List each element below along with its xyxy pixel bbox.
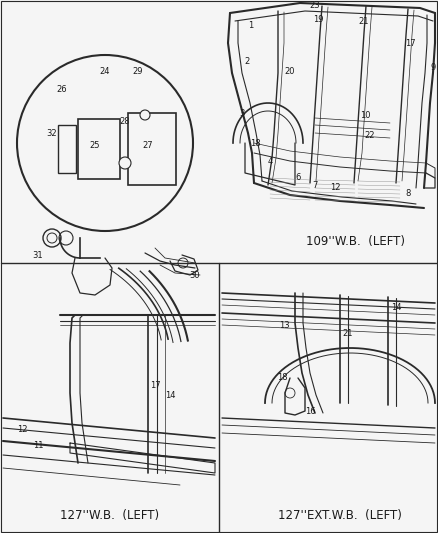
Text: 2: 2 — [244, 56, 250, 66]
Text: 1: 1 — [248, 20, 254, 29]
Text: 31: 31 — [33, 251, 43, 260]
Bar — [78, 119, 120, 179]
Text: 21: 21 — [359, 17, 369, 26]
Circle shape — [119, 157, 131, 169]
Text: 18: 18 — [277, 374, 287, 383]
Text: 17: 17 — [405, 38, 415, 47]
Text: 8: 8 — [405, 189, 411, 198]
Text: 25: 25 — [90, 141, 100, 149]
Text: 16: 16 — [305, 407, 315, 416]
Circle shape — [17, 55, 193, 231]
Circle shape — [140, 110, 150, 120]
Text: 14: 14 — [391, 303, 401, 312]
Text: 3: 3 — [239, 109, 245, 117]
Text: 32: 32 — [47, 128, 57, 138]
Text: 14: 14 — [165, 391, 175, 400]
Bar — [58, 125, 76, 173]
Text: 127''EXT.W.B.  (LEFT): 127''EXT.W.B. (LEFT) — [278, 508, 402, 521]
Text: 4: 4 — [267, 157, 272, 166]
Text: 19: 19 — [313, 15, 323, 25]
Text: 17: 17 — [150, 381, 160, 390]
Text: 109''W.B.  (LEFT): 109''W.B. (LEFT) — [305, 235, 405, 247]
Bar — [128, 113, 176, 185]
Text: 29: 29 — [133, 68, 143, 77]
Text: 28: 28 — [120, 117, 131, 125]
Text: 12: 12 — [330, 183, 340, 192]
Text: 13: 13 — [279, 320, 290, 329]
Text: 23: 23 — [310, 1, 320, 10]
Text: 27: 27 — [143, 141, 153, 149]
Text: 11: 11 — [33, 440, 43, 449]
Text: 6: 6 — [295, 174, 301, 182]
Text: 20: 20 — [285, 67, 295, 76]
Text: 127''W.B.  (LEFT): 127''W.B. (LEFT) — [60, 508, 159, 521]
Text: 18: 18 — [250, 139, 260, 148]
Text: 24: 24 — [100, 68, 110, 77]
Text: 21: 21 — [343, 328, 353, 337]
Text: 9: 9 — [431, 63, 436, 72]
Text: 12: 12 — [17, 425, 27, 434]
Text: 26: 26 — [57, 85, 67, 94]
Text: 22: 22 — [365, 131, 375, 140]
Text: 7: 7 — [312, 181, 318, 190]
Text: 10: 10 — [360, 110, 370, 119]
Text: 30: 30 — [190, 271, 200, 279]
